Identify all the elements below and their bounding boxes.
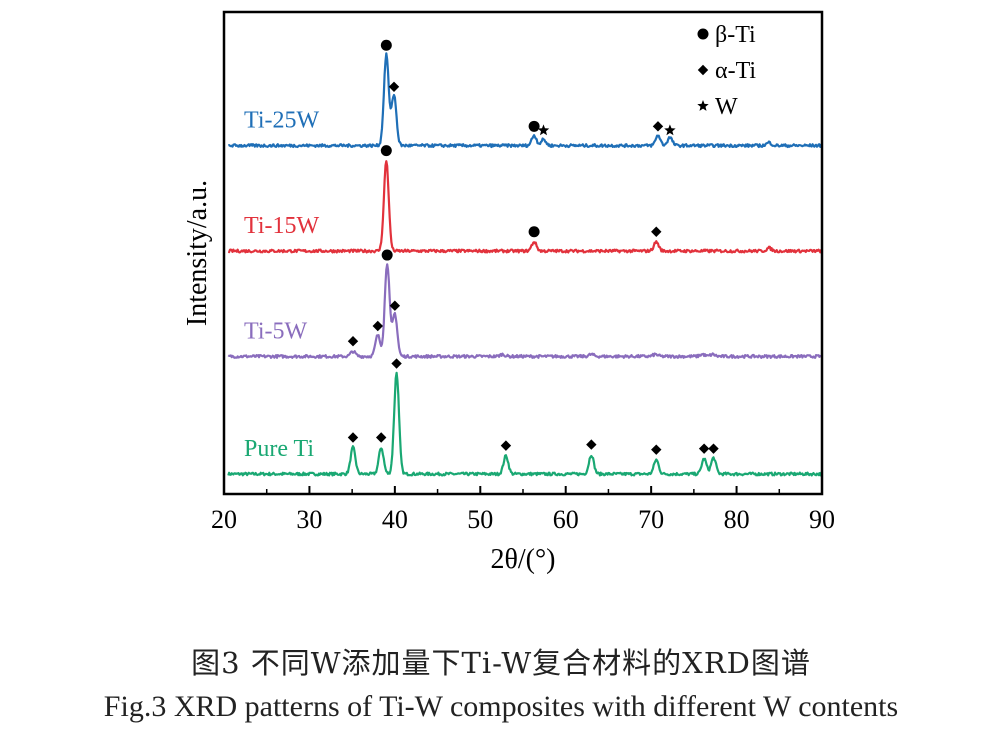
marker-circle-ti-25w [380,39,392,51]
figure-caption-english: Fig.3 XRD patterns of Ti-W composites wi… [103,690,899,723]
xrd-figure: Pure Ti Ti-5W Ti-15W Ti-25W 20 30 40 50 60 70 80 9… [182,10,835,575]
series-label-pure-ti: Pure Ti [244,436,314,462]
series-label-ti-25w: Ti-25W [244,108,319,134]
marker-diamond-ti-15w [651,226,662,237]
marker-diamond-pure-ti [375,432,387,443]
series-line-ti-25w [228,52,823,149]
marker-diamond-pure-ti [708,443,719,454]
legend-marker-circle [697,28,709,40]
series-label-ti-5w: Ti-5W [244,318,307,344]
x-tick-label: 20 [211,505,237,534]
marker-diamond-ti-5w [389,300,401,311]
legend-marker-diamond [697,64,709,76]
legend-label-circle: β-Ti [715,22,756,48]
marker-diamond-ti-25w [652,121,664,132]
marker-diamond-pure-ti [586,439,597,450]
marker-circle-ti-25w [528,120,540,132]
marker-star-ti-25w [537,124,550,136]
marker-diamond-ti-5w [347,336,359,347]
series-label-ti-15w: Ti-15W [244,213,319,239]
figure-caption-chinese: 图3 不同W添加量下Ti-W复合材料的XRD图谱 [191,646,811,680]
y-axis-title: Intensity/a.u. [182,180,213,326]
x-tick-label: 60 [553,505,579,534]
marker-diamond-pure-ti [651,444,662,455]
x-axis-ticks: 20 30 40 50 60 70 80 90 [211,486,835,534]
x-tick-label: 80 [724,505,750,534]
marker-diamond-pure-ti [391,358,402,369]
plot-area: Pure Ti Ti-5W Ti-15W Ti-25W [227,39,823,477]
legend-marker-star [697,100,709,111]
x-tick-label: 90 [809,505,835,534]
legend-label-diamond: α-Ti [715,58,756,84]
x-tick-label: 40 [382,505,408,534]
marker-circle-ti-5w [381,249,393,261]
series-line-ti-5w [227,263,823,359]
marker-star-ti-25w [664,124,676,136]
x-tick-label: 30 [296,505,322,534]
marker-circle-ti-15w [380,145,392,157]
marker-circle-ti-15w [528,226,540,238]
x-tick-label: 70 [638,505,664,534]
x-tick-label: 50 [467,505,493,534]
marker-diamond-pure-ti [698,443,710,454]
x-axis-title: 2θ/(°) [490,544,555,575]
series-line-ti-15w [227,160,823,254]
marker-diamond-ti-25w [388,81,400,92]
marker-diamond-pure-ti [347,432,359,443]
legend: β-Ti α-Ti W [697,22,756,120]
series-line-pure-ti [227,371,823,477]
legend-label-star: W [715,94,738,120]
marker-diamond-pure-ti [500,440,512,451]
marker-diamond-ti-5w [372,320,383,332]
